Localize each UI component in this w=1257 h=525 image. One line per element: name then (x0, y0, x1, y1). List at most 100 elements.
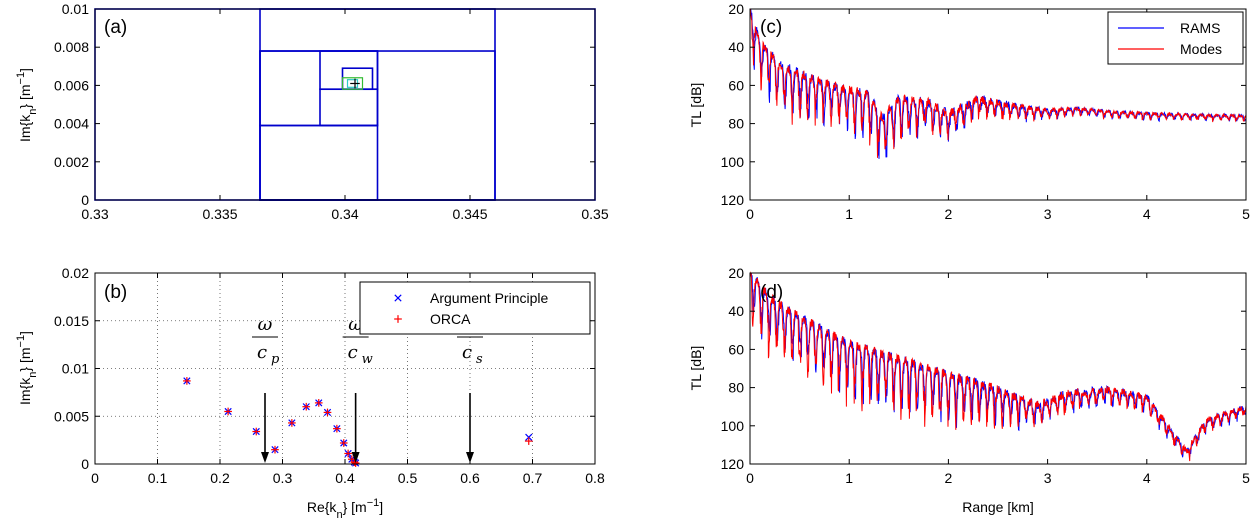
y-tick-label: 0 (81, 192, 89, 208)
legend-c: RAMS Modes (1107, 11, 1244, 65)
x-tick-label: 0 (746, 470, 754, 486)
y-tick-label: 60 (728, 341, 744, 357)
arrow-head (261, 452, 269, 463)
x-axis-label-b: Re{kn} [m−1] (307, 497, 383, 521)
y-tick-label: 40 (728, 303, 744, 319)
y-axis-label-a: Im{kn} [m−1] (15, 68, 39, 142)
legend-label: Modes (1180, 41, 1222, 57)
y-tick-label: 100 (721, 154, 745, 170)
x-tick-label: 5 (1242, 206, 1250, 222)
x-tick-label: 0.2 (210, 470, 230, 486)
data-point (323, 408, 332, 417)
panel-label-b: (b) (104, 282, 127, 303)
x-axis-label-d: Range [km] (962, 499, 1034, 515)
tl-curve-modes (749, 271, 1247, 462)
root-marker (350, 78, 360, 89)
y-tick-label: 40 (728, 39, 744, 55)
annotation-subscript: s (476, 352, 483, 367)
x-tick-label: 0.5 (398, 470, 418, 486)
legend-label: Argument Principle (430, 290, 548, 306)
legend-marker (394, 294, 402, 302)
annotation-denominator: c (257, 342, 267, 363)
data-point (252, 427, 261, 436)
arrow-head (466, 452, 474, 463)
plot-content-d (749, 271, 1247, 462)
x-tick-label: 4 (1143, 206, 1151, 222)
y-tick-label: 120 (721, 192, 745, 208)
y-tick-label: 120 (721, 456, 745, 472)
y-tick-label: 20 (728, 1, 744, 17)
y-tick-label: 0 (81, 456, 89, 472)
plot-area-a (95, 9, 595, 200)
y-tick-label: 60 (728, 77, 744, 93)
x-tick-label: 0.33 (81, 206, 108, 222)
y-tick-label: 20 (728, 265, 744, 281)
y-tick-label: 0.004 (54, 116, 89, 132)
x-tick-label: 2 (945, 470, 953, 486)
y-axis-label-c: TL [dB] (688, 83, 704, 128)
x-tick-label: 0.3 (273, 470, 293, 486)
x-tick-label: 3 (1044, 470, 1052, 486)
panel-label-c: (c) (760, 17, 782, 38)
x-tick-label: 0.7 (523, 470, 543, 486)
legend-marker (394, 315, 402, 323)
x-tick-label: 0.34 (331, 206, 358, 222)
data-point (288, 419, 296, 427)
panel-label-a: (a) (104, 17, 127, 38)
annotation-subscript: p (271, 352, 280, 367)
legend-label: ORCA (430, 311, 471, 327)
y-tick-label: 0.005 (54, 408, 89, 424)
panel-label-d: (d) (760, 282, 783, 303)
y-tick-label: 0.01 (62, 1, 89, 17)
panel-c: 0 1 2 3 4 5 20 40 60 80 100 120 (c) TL [dB] RAMS Mod… (688, 1, 1250, 222)
ticks-c: 0 1 2 3 4 5 20 40 60 80 100 120 (721, 1, 1250, 222)
data-point (314, 399, 323, 407)
legend-b: Argument Principle ORCA (359, 281, 591, 335)
ticks-d: 0 1 2 3 4 5 20 40 60 80 100 120 (721, 265, 1250, 486)
data-point (524, 437, 533, 445)
annotation-denominator: c (462, 342, 472, 363)
y-tick-label: 100 (721, 418, 745, 434)
y-tick-label: 0.01 (62, 361, 89, 377)
y-tick-label: 0.02 (62, 265, 89, 281)
y-axis-label-d: TL [dB] (688, 346, 704, 391)
x-tick-label: 0.345 (452, 206, 487, 222)
y-axis-label-b: Im{kn} [m−1] (15, 331, 39, 405)
x-tick-label: 0.6 (460, 470, 480, 486)
tl-curve-modes (749, 8, 1247, 158)
x-tick-label: 0.1 (148, 470, 168, 486)
x-tick-label: 0.8 (585, 470, 605, 486)
arrow-head (351, 452, 360, 463)
x-tick-label: 0.35 (581, 206, 608, 222)
panel-d: 0 1 2 3 4 5 20 40 60 80 100 120 (d) TL [dB] Range [… (688, 265, 1250, 515)
legend-box (1107, 11, 1244, 65)
x-tick-label: 2 (945, 206, 953, 222)
refined-rectangle (341, 77, 364, 90)
data-point (333, 424, 341, 433)
wavenumber-annotation: ωc p (252, 314, 280, 463)
x-tick-label: 4 (1143, 470, 1151, 486)
axes-box-d (749, 272, 1247, 465)
legend-box (359, 281, 591, 335)
x-tick-label: 0 (91, 470, 99, 486)
axes-box-c (749, 8, 1247, 201)
ticks-b: 0 0.1 0.2 0.3 0.4 0.5 0.6 0.7 0.8 0 0.005 0.01 0.015… (54, 265, 605, 486)
ticks-a: 0.33 0.335 0.34 0.345 0.35 0 0.002 0.004 0.006 0.… (54, 1, 609, 222)
annotation-subscript: w (362, 352, 373, 367)
y-tick-label: 80 (728, 116, 744, 132)
panel-b: ωcpωcwωcs 00.10.20.30.40.50.60.70.800.00… (15, 265, 605, 521)
x-tick-label: 3 (1044, 206, 1052, 222)
y-tick-label: 0.002 (54, 154, 89, 170)
data-point (183, 377, 191, 385)
y-tick-label: 0.015 (54, 313, 89, 329)
x-tick-label: 1 (845, 470, 853, 486)
data-point (224, 407, 232, 416)
x-tick-label: 0 (746, 206, 754, 222)
x-tick-label: 1 (845, 206, 853, 222)
x-tick-label: 0.335 (202, 206, 237, 222)
data-point (344, 449, 352, 458)
y-tick-label: 0.006 (54, 77, 89, 93)
legend-label: RAMS (1180, 20, 1220, 36)
annotation-numerator: ω (258, 314, 273, 335)
